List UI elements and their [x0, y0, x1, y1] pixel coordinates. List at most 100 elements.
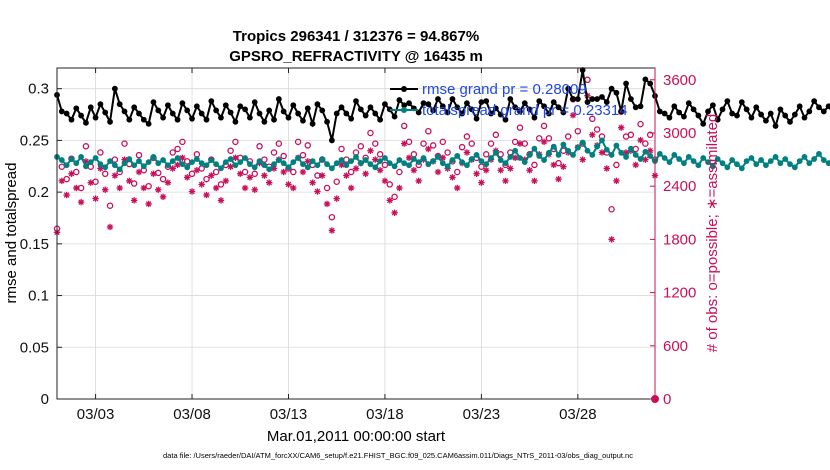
- rmse-point: [343, 110, 350, 117]
- totalspread-point: [801, 154, 808, 160]
- totalspread-point: [304, 164, 311, 171]
- rmse-point: [83, 119, 89, 126]
- totalspread-point: [271, 161, 277, 168]
- totalspread-point: [415, 159, 422, 166]
- totalspread-point: [382, 155, 388, 161]
- possible-obs-point: [536, 135, 543, 142]
- rmse-point: [772, 123, 779, 129]
- rmse-point: [753, 104, 760, 111]
- totalspread-point: [787, 161, 793, 168]
- rmse-point: [353, 98, 359, 104]
- possible-obs-point: [482, 151, 490, 158]
- possible-obs-point: [106, 202, 114, 209]
- totalspread-point: [150, 154, 157, 160]
- possible-obs-point: [174, 145, 181, 153]
- rmse-point: [627, 96, 634, 102]
- x-tick-label: 03/13: [270, 406, 308, 423]
- possible-obs-point: [410, 151, 418, 158]
- possible-obs-point: [159, 175, 167, 183]
- assimilated-obs-point: [174, 161, 181, 169]
- totalspread-point: [820, 157, 827, 163]
- possible-obs-point: [468, 140, 475, 147]
- totalspread-point: [492, 149, 499, 156]
- rmse-point: [825, 103, 830, 110]
- rmse-point: [58, 108, 65, 115]
- possible-obs-point: [458, 143, 466, 151]
- rmse-point: [218, 114, 224, 121]
- totalspread-point: [536, 153, 543, 159]
- assimilated-obs-point: [347, 184, 355, 192]
- rmse-point: [681, 113, 687, 120]
- totalspread-point: [478, 158, 485, 164]
- rmse-point: [102, 109, 109, 116]
- possible-obs-point: [347, 168, 355, 176]
- totalspread-point: [796, 158, 803, 164]
- y-tick-label-right: 3000: [663, 125, 696, 142]
- assimilated-obs-point: [415, 177, 422, 185]
- rmse-point: [145, 120, 152, 127]
- rmse-point: [184, 107, 191, 114]
- rmse-point: [396, 97, 403, 103]
- totalspread-point: [203, 162, 210, 169]
- rmse-point: [136, 110, 142, 117]
- rmse-point: [565, 85, 572, 92]
- assimilated-obs-point: [217, 197, 225, 204]
- assimilated-obs-point: [150, 170, 157, 177]
- totalspread-point: [222, 159, 229, 166]
- chart-title-line1: Tropics 296341 / 312376 = 94.867%: [233, 28, 479, 45]
- rmse-point: [131, 104, 138, 111]
- totalspread-point: [300, 161, 306, 168]
- assimilated-obs-point: [579, 156, 586, 163]
- totalspread-point: [295, 155, 302, 161]
- assimilated-obs-point: [140, 184, 148, 192]
- assimilated-obs-point: [208, 172, 215, 179]
- possible-obs-point: [478, 163, 485, 170]
- totalspread-point: [362, 157, 369, 163]
- rmse-point: [121, 108, 128, 115]
- assimilated-obs-point: [130, 197, 138, 204]
- rmse-point: [584, 99, 591, 106]
- assimilated-obs-point: [106, 223, 114, 231]
- rmse-point: [613, 89, 620, 96]
- totalspread-point: [121, 160, 128, 167]
- x-tick-label: 03/18: [366, 406, 404, 423]
- obs-count-series: [53, 76, 659, 403]
- totalspread-point: [642, 148, 649, 155]
- assimilated-obs-point: [116, 184, 123, 192]
- totalspread-point: [420, 155, 427, 161]
- totalspread-point: [218, 165, 224, 172]
- assimilated-obs-point: [381, 177, 389, 185]
- data-file-footer: data file: /Users/raeder/DAI/ATM_forcXX/…: [163, 451, 633, 460]
- totalspread-point: [594, 143, 601, 150]
- totalspread-point: [87, 159, 94, 166]
- totalspread-point: [724, 164, 731, 171]
- totalspread-point: [102, 164, 109, 171]
- rmse-point: [377, 116, 384, 123]
- possible-obs-point: [169, 149, 176, 156]
- assimilated-obs-point: [280, 168, 287, 176]
- possible-obs-point: [425, 127, 432, 135]
- totalspread-point: [825, 160, 830, 167]
- rmse-point: [594, 96, 601, 102]
- rmse-point: [328, 137, 335, 144]
- assimilated-obs-point: [193, 167, 201, 174]
- totalspread-point: [410, 156, 417, 162]
- possible-obs-point: [589, 115, 596, 123]
- assimilated-obs-point: [483, 167, 490, 174]
- rmse-point: [73, 105, 80, 112]
- totalspread-point: [372, 164, 379, 171]
- rmse-point: [695, 112, 702, 119]
- rmse-point: [193, 103, 200, 110]
- totalspread-point: [806, 160, 813, 167]
- rmse-point: [280, 108, 287, 115]
- legend-rmse-marker: [401, 86, 407, 92]
- rmse-point: [367, 104, 374, 111]
- rmse-point: [251, 99, 258, 106]
- totalspread-point: [73, 160, 80, 167]
- assimilated-obs-point: [145, 200, 152, 208]
- rmse-point: [68, 116, 75, 123]
- possible-obs-point: [111, 156, 119, 163]
- possible-obs-point: [531, 161, 538, 169]
- rmse-point: [512, 104, 519, 111]
- totalspread-point: [179, 161, 186, 168]
